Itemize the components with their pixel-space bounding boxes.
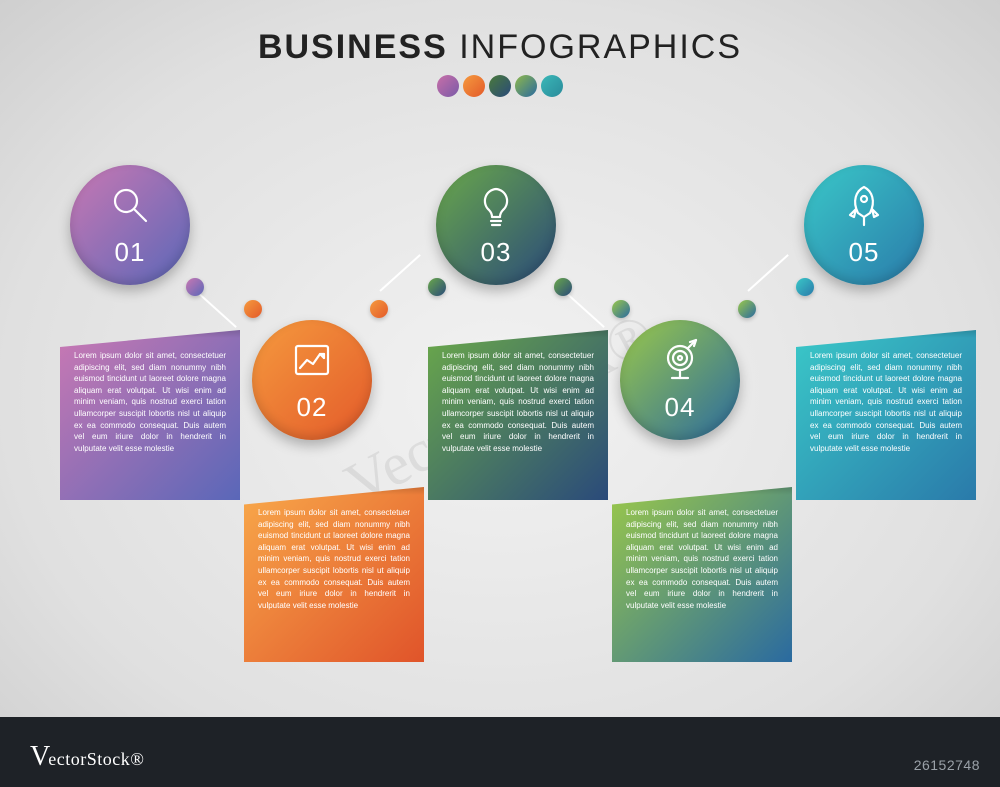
step-card-text: Lorem ipsum dolor sit amet, consectetuer… xyxy=(442,350,594,454)
swatch-dot xyxy=(463,75,485,97)
step-number: 01 xyxy=(70,237,190,268)
target-icon xyxy=(658,338,702,382)
step-card: Lorem ipsum dolor sit amet, consectetuer… xyxy=(244,487,424,662)
swatch-dot xyxy=(489,75,511,97)
step-card-text: Lorem ipsum dolor sit amet, consectetuer… xyxy=(258,507,410,611)
connector-dot xyxy=(612,300,630,318)
bulb-icon xyxy=(474,183,518,227)
swatch-dot xyxy=(437,75,459,97)
step-number: 05 xyxy=(804,237,924,268)
connector-dot xyxy=(428,278,446,296)
connector-line xyxy=(379,254,420,292)
step-circle: 04 xyxy=(620,320,740,440)
swatch-dot xyxy=(515,75,537,97)
rocket-icon xyxy=(842,183,886,227)
chart-icon xyxy=(290,338,334,382)
swatch-row xyxy=(0,75,1000,102)
swatch-dot xyxy=(541,75,563,97)
step-card-text: Lorem ipsum dolor sit amet, consectetuer… xyxy=(626,507,778,611)
step-circle: 05 xyxy=(804,165,924,285)
image-number: 26152748 xyxy=(914,757,980,773)
connector-line xyxy=(563,290,604,328)
step-card-text: Lorem ipsum dolor sit amet, consectetuer… xyxy=(74,350,226,454)
connector-line xyxy=(195,290,236,328)
step-circle: 03 xyxy=(436,165,556,285)
infographic-stage: BUSINESS INFOGRAPHICS VectorStock® Lorem… xyxy=(0,0,1000,787)
connector-line xyxy=(747,254,788,292)
connector-dot xyxy=(370,300,388,318)
step-card: Lorem ipsum dolor sit amet, consectetuer… xyxy=(60,330,240,500)
step-number: 04 xyxy=(620,392,740,423)
connector-dot xyxy=(244,300,262,318)
connector-dot xyxy=(186,278,204,296)
footer-bar: VectorStock® 26152748 xyxy=(0,717,1000,787)
magnifier-icon xyxy=(108,183,152,227)
connector-dot xyxy=(738,300,756,318)
brand-text: ectorStock® xyxy=(48,749,144,769)
title-bold: BUSINESS xyxy=(258,28,448,66)
step-card: Lorem ipsum dolor sit amet, consectetuer… xyxy=(796,330,976,500)
step-card: Lorem ipsum dolor sit amet, consectetuer… xyxy=(612,487,792,662)
connector-dot xyxy=(796,278,814,296)
step-circle: 02 xyxy=(252,320,372,440)
brand-logo: VectorStock® xyxy=(30,741,144,773)
step-card-text: Lorem ipsum dolor sit amet, consectetuer… xyxy=(810,350,962,454)
title-thin: INFOGRAPHICS xyxy=(459,28,742,66)
page-title: BUSINESS INFOGRAPHICS xyxy=(0,28,1000,67)
step-number: 03 xyxy=(436,237,556,268)
step-circle: 01 xyxy=(70,165,190,285)
step-card: Lorem ipsum dolor sit amet, consectetuer… xyxy=(428,330,608,500)
step-number: 02 xyxy=(252,392,372,423)
connector-dot xyxy=(554,278,572,296)
